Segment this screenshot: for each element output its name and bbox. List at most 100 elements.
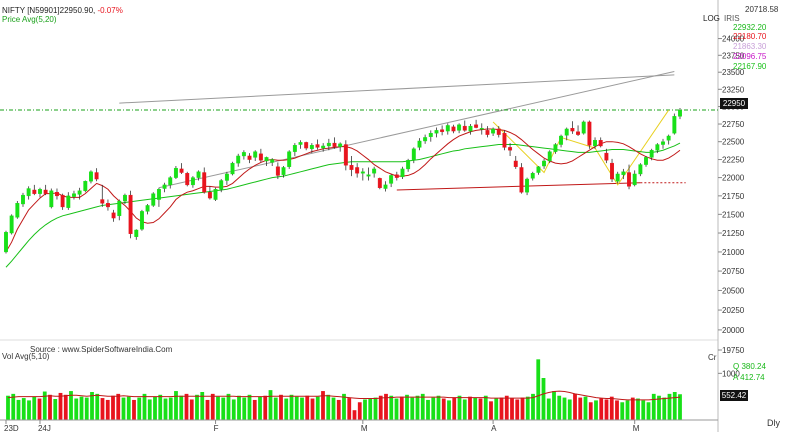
log-scale-toggle[interactable]: LOG: [703, 14, 720, 23]
volume-bar: [32, 396, 37, 420]
top-readout: 20718.58: [745, 5, 779, 14]
candle-body: [139, 211, 144, 230]
candle-body: [411, 148, 416, 161]
last-volume-tag: 552.42: [720, 390, 748, 401]
volume-bar: [200, 392, 205, 420]
candle: [644, 155, 648, 167]
candle-body: [202, 172, 207, 193]
volume-bar: [573, 393, 577, 420]
volume-bar: [6, 395, 10, 420]
candle: [672, 113, 677, 135]
candle: [570, 121, 575, 134]
volume-bar: [273, 397, 278, 420]
candle: [451, 124, 456, 134]
candle: [117, 199, 122, 221]
candle: [496, 126, 501, 138]
volume-bar: [546, 398, 551, 420]
candle: [139, 209, 144, 231]
volume-bar: [510, 398, 514, 420]
candle-body: [145, 205, 150, 212]
candle-body: [338, 143, 343, 147]
volume-bar: [237, 395, 241, 420]
price-axis: 2400023750235002325023000227502250022250…: [718, 35, 745, 355]
volume-bar: [410, 397, 415, 420]
vol-q-readout: Q 380.24: [733, 362, 766, 371]
candle-body: [632, 173, 637, 186]
candle-body: [287, 151, 292, 167]
volume-bar: [672, 392, 677, 420]
candle-body: [440, 129, 445, 132]
volume-bar: [289, 394, 294, 420]
volume-bar: [473, 397, 478, 420]
candle: [553, 143, 558, 154]
candle: [525, 177, 530, 196]
candle-body: [485, 130, 490, 135]
volume-bar: [625, 400, 630, 420]
volume-bar: [557, 395, 562, 420]
volume-bar: [541, 378, 546, 420]
candle-body: [38, 189, 42, 194]
candle: [491, 127, 496, 137]
candle: [230, 161, 235, 176]
candle: [236, 153, 241, 167]
volume-avg-label: Vol Avg(5,10): [2, 352, 50, 361]
price-tick-label: 23500: [722, 68, 745, 77]
candle: [49, 188, 54, 209]
volume-bar: [431, 397, 436, 420]
support-line: [396, 182, 641, 191]
candle: [122, 193, 127, 204]
volume-bar: [646, 402, 651, 420]
volume-bar: [536, 359, 541, 420]
volume-bar: [499, 397, 504, 420]
volume-bar: [326, 394, 331, 420]
candle: [666, 134, 671, 145]
candle-body: [638, 164, 643, 175]
candle-body: [60, 194, 65, 208]
volume-bar: [373, 397, 378, 420]
candle-body: [236, 155, 241, 164]
candle: [179, 163, 184, 174]
candle: [406, 158, 411, 172]
candle: [372, 166, 377, 178]
candle: [576, 125, 581, 137]
date-tick-label: 23D: [4, 424, 19, 432]
volume-bar: [567, 399, 572, 420]
candle: [43, 184, 48, 196]
candle-body: [661, 141, 665, 145]
price-tick-label: 19750: [722, 346, 745, 355]
date-tick-label: F: [214, 424, 219, 432]
candle-body: [525, 178, 530, 193]
candle: [474, 119, 479, 129]
candle-body: [270, 159, 275, 163]
period-label[interactable]: Dly: [767, 418, 780, 428]
candle: [479, 123, 484, 135]
volume-bar: [179, 395, 184, 420]
price-tick-label: 21000: [722, 248, 745, 257]
volume-bar: [678, 394, 682, 420]
date-axis: 23D 24J F M A M: [0, 419, 718, 432]
volume-bar: [599, 398, 604, 420]
iris-label[interactable]: IRIS: [724, 14, 740, 23]
trend-channel: [0, 71, 718, 191]
candle-body: [553, 144, 558, 152]
candle-body: [190, 177, 195, 186]
candle-body: [43, 189, 48, 194]
candle-body: [627, 172, 631, 187]
date-tick-label: A: [491, 424, 497, 432]
candle-body: [258, 153, 263, 161]
candle-body: [559, 135, 564, 145]
candle: [434, 127, 439, 138]
candle: [655, 143, 660, 154]
candle-body: [213, 189, 218, 200]
candle: [502, 130, 507, 151]
candle: [593, 137, 597, 149]
candle: [360, 168, 365, 181]
candle: [445, 123, 450, 135]
volume-bar: [609, 396, 614, 420]
candle-body: [547, 151, 552, 162]
volume-bar: [357, 402, 362, 420]
volume-bar: [452, 397, 457, 420]
candle-body: [621, 171, 626, 175]
candle: [275, 162, 280, 180]
